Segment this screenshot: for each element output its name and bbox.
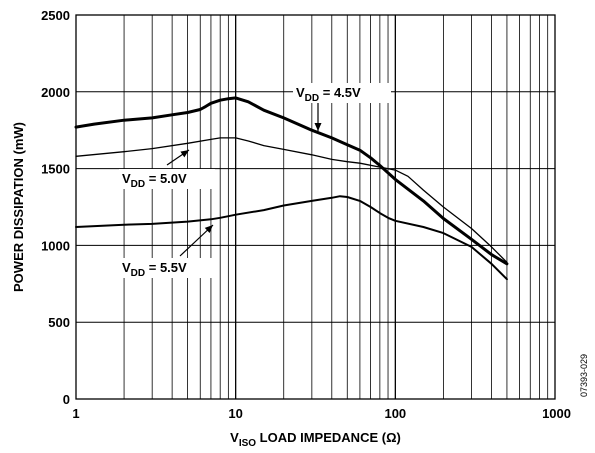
grid-lines: [76, 15, 555, 399]
y-tick-label: 1000: [41, 238, 70, 253]
series-label-bg: [119, 258, 215, 278]
series-lines: [74, 96, 509, 281]
x-tick-label: 10: [228, 406, 242, 421]
series-label-1: VDD = 4.5V: [296, 85, 361, 104]
y-axis-title: POWER DISSIPATION (mW): [11, 122, 26, 292]
x-tick-label: 1: [72, 406, 79, 421]
series-label-3: VDD = 5.5V: [122, 260, 187, 279]
series-labels: VDD = 4.5V VDD = 5.0V VDD = 5.5V: [119, 83, 391, 279]
arrow-head-icon: [314, 123, 322, 131]
y-tick-label: 2000: [41, 85, 70, 100]
y-tick-labels: 0 500 1000 1500 2000 2500: [41, 8, 70, 407]
plot-frame: [75, 14, 556, 400]
x-tick-labels: 1 10 100 1000: [72, 406, 571, 421]
figure-id: 07393-029: [579, 354, 589, 397]
series-label-2: VDD = 5.0V: [122, 171, 187, 190]
series-line-2: [75, 137, 508, 263]
y-tick-label: 0: [63, 392, 70, 407]
y-tick-label: 500: [48, 315, 70, 330]
x-tick-label: 1000: [542, 406, 571, 421]
arrow-head-icon: [180, 150, 189, 158]
x-tick-label: 100: [384, 406, 406, 421]
series-line-1: [74, 96, 509, 266]
arrow-head-icon: [204, 225, 213, 234]
series-line-3: [75, 195, 508, 281]
series-label-bg: [293, 83, 391, 103]
y-tick-label: 2500: [41, 8, 70, 23]
x-axis-title: VISO LOAD IMPEDANCE (Ω): [230, 430, 401, 449]
series-label-bg: [119, 169, 215, 189]
y-tick-label: 1500: [41, 162, 70, 177]
